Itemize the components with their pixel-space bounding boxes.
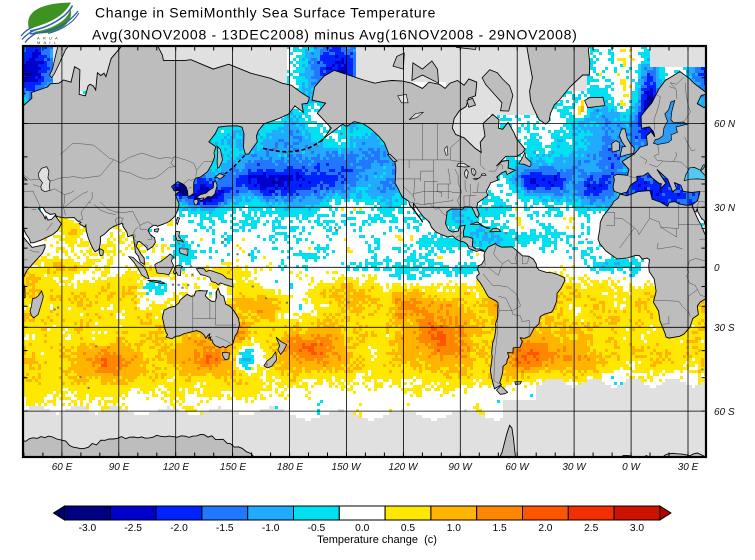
svg-text:ARUA: ARUA: [37, 36, 61, 41]
svg-text:60 S: 60 S: [714, 407, 735, 418]
svg-text:1.0: 1.0: [447, 523, 461, 534]
svg-text:120 E: 120 E: [163, 462, 189, 473]
svg-text:2.0: 2.0: [538, 523, 552, 534]
svg-text:-2.5: -2.5: [124, 523, 142, 534]
svg-text:-2.0: -2.0: [170, 523, 188, 534]
svg-text:-0.5: -0.5: [308, 523, 326, 534]
svg-text:30 E: 30 E: [678, 462, 699, 473]
svg-text:-3.0: -3.0: [79, 523, 97, 534]
svg-text:Temperature change (c): Temperature change (c): [317, 534, 437, 546]
svg-text:3.0: 3.0: [630, 523, 644, 534]
svg-text:Change in SemiMonthly Sea Surf: Change in SemiMonthly Sea Surface Temper…: [95, 5, 436, 21]
svg-text:90 E: 90 E: [109, 462, 130, 473]
svg-text:MAIL: MAIL: [37, 40, 59, 45]
svg-text:60 N: 60 N: [714, 119, 736, 130]
svg-text:-1.0: -1.0: [262, 523, 280, 534]
svg-text:120 W: 120 W: [389, 462, 419, 473]
svg-text:30 S: 30 S: [714, 323, 735, 334]
svg-text:-1.5: -1.5: [216, 523, 234, 534]
svg-text:2.5: 2.5: [584, 523, 598, 534]
svg-text:180 E: 180 E: [277, 462, 303, 473]
svg-text:Avg(30NOV2008 - 13DEC2008) min: Avg(30NOV2008 - 13DEC2008) minus Avg(16N…: [92, 27, 578, 43]
svg-text:60 W: 60 W: [505, 462, 530, 473]
svg-text:60 E: 60 E: [52, 462, 73, 473]
svg-text:150 E: 150 E: [220, 462, 246, 473]
svg-text:150 W: 150 W: [332, 462, 362, 473]
svg-text:0.0: 0.0: [355, 523, 369, 534]
svg-text:30 W: 30 W: [562, 462, 587, 473]
svg-text:30 N: 30 N: [714, 203, 736, 214]
svg-text:90 W: 90 W: [448, 462, 473, 473]
svg-text:1.5: 1.5: [493, 523, 507, 534]
svg-text:0: 0: [714, 263, 720, 274]
svg-text:0.5: 0.5: [401, 523, 415, 534]
svg-text:0 W: 0 W: [622, 462, 641, 473]
